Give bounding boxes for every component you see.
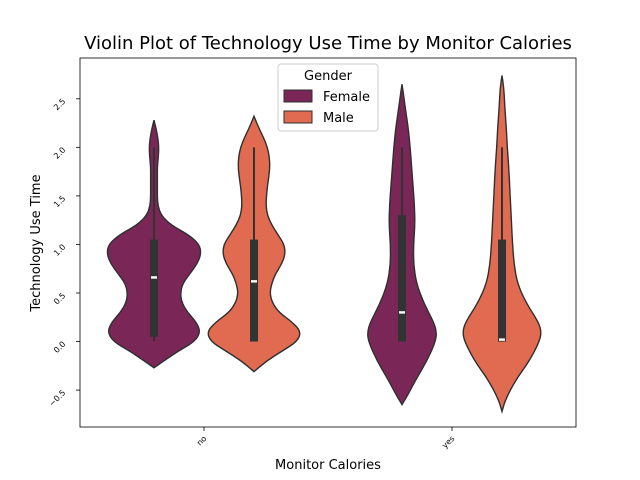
iqr-box-male-yes	[498, 239, 506, 342]
x-tick-label-no: no	[195, 434, 208, 447]
chart-title: Violin Plot of Technology Use Time by Mo…	[84, 33, 572, 54]
iqr-box-female-yes	[398, 215, 406, 342]
legend-label-male: Male	[323, 111, 354, 126]
y-tick-label: 2.5	[52, 97, 67, 112]
legend-swatch-female	[283, 89, 313, 103]
median-marker-female-no	[151, 276, 157, 279]
y-tick-label: −0.5	[47, 388, 67, 408]
y-tick-label: 0.0	[52, 340, 67, 355]
y-axis: −0.5 0.0 0.5 1.0 1.5 2.0 2.5	[47, 97, 80, 408]
plot-area	[106, 75, 542, 414]
x-axis: no yes	[195, 427, 456, 450]
median-marker-male-yes	[499, 338, 505, 341]
iqr-box-male-no	[250, 239, 258, 342]
y-tick-label: 1.0	[52, 242, 67, 257]
y-tick-label: 2.0	[52, 145, 67, 160]
y-tick-label: 0.5	[52, 291, 67, 306]
x-axis-label: Monitor Calories	[275, 458, 381, 473]
legend: Gender Female Male	[277, 63, 379, 132]
x-tick-label-yes: yes	[440, 434, 456, 450]
legend-swatch-male	[283, 110, 313, 124]
plot-frame	[79, 57, 577, 428]
iqr-box-female-no	[150, 239, 158, 337]
legend-label-female: Female	[323, 90, 370, 105]
median-marker-male-no	[251, 280, 257, 283]
y-tick-label: 1.5	[52, 194, 67, 209]
median-marker-female-yes	[399, 311, 405, 314]
y-axis-label: Technology Use Time	[29, 174, 44, 312]
legend-title: Gender	[304, 69, 353, 84]
